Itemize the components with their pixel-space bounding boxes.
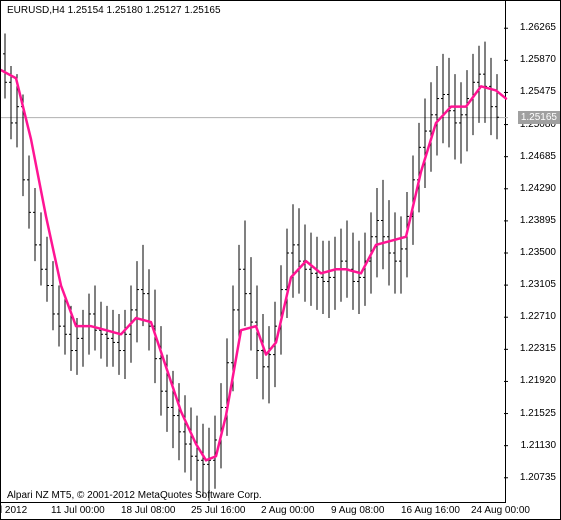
y-tick-label: 1.24685 bbox=[520, 151, 556, 162]
x-axis: 3 Jul 2012 11 Jul 00:00 18 Jul 08:00 25 Jul… bbox=[1, 503, 506, 519]
y-tick-label: 1.26265 bbox=[520, 22, 556, 33]
x-tick-label: 16 Aug 16:00 bbox=[401, 505, 460, 516]
y-axis: 1.262651.258701.254751.250801.246851.242… bbox=[506, 1, 560, 503]
symbol-label: EURUSD,H4 bbox=[7, 5, 65, 16]
y-tick-label: 1.21525 bbox=[520, 408, 556, 419]
y-tick-label: 1.23105 bbox=[520, 279, 556, 290]
x-tick-label: 25 Jul 16:00 bbox=[191, 505, 246, 516]
y-tick-label: 1.22315 bbox=[520, 343, 556, 354]
y-tick-label: 1.25870 bbox=[520, 54, 556, 65]
x-tick-label: 11 Jul 00:00 bbox=[51, 505, 105, 516]
y-tick-label: 1.20735 bbox=[520, 472, 556, 483]
y-tick-label: 1.23500 bbox=[520, 247, 556, 258]
x-tick-label: 9 Aug 08:00 bbox=[331, 505, 384, 516]
plot-area[interactable] bbox=[1, 1, 506, 503]
y-tick-label: 1.24290 bbox=[520, 183, 556, 194]
chart-container: EURUSD,H4 1.25154 1.25180 1.25127 1.2516… bbox=[0, 0, 561, 520]
chart-svg bbox=[1, 1, 508, 505]
price-marker: 1.25165 bbox=[518, 111, 560, 124]
y-tick-label: 1.23895 bbox=[520, 215, 556, 226]
y-tick-label: 1.21130 bbox=[521, 440, 556, 451]
x-tick-label: 3 Jul 2012 bbox=[0, 505, 27, 516]
y-tick-label: 1.21920 bbox=[520, 375, 556, 386]
copyright-label: Alpari NZ MT5, © 2001-2012 MetaQuotes So… bbox=[7, 490, 262, 501]
x-tick-label: 18 Jul 08:00 bbox=[121, 505, 176, 516]
y-tick-label: 1.25475 bbox=[520, 86, 556, 97]
y-tick-label: 1.22710 bbox=[520, 311, 556, 322]
chart-footer: Alpari NZ MT5, © 2001-2012 MetaQuotes So… bbox=[7, 490, 262, 501]
ohlc-label: 1.25154 1.25180 1.25127 1.25165 bbox=[68, 5, 221, 16]
chart-header: EURUSD,H4 1.25154 1.25180 1.25127 1.2516… bbox=[7, 5, 221, 16]
x-tick-label: 24 Aug 00:00 bbox=[471, 505, 530, 516]
x-tick-label: 2 Aug 00:00 bbox=[261, 505, 314, 516]
